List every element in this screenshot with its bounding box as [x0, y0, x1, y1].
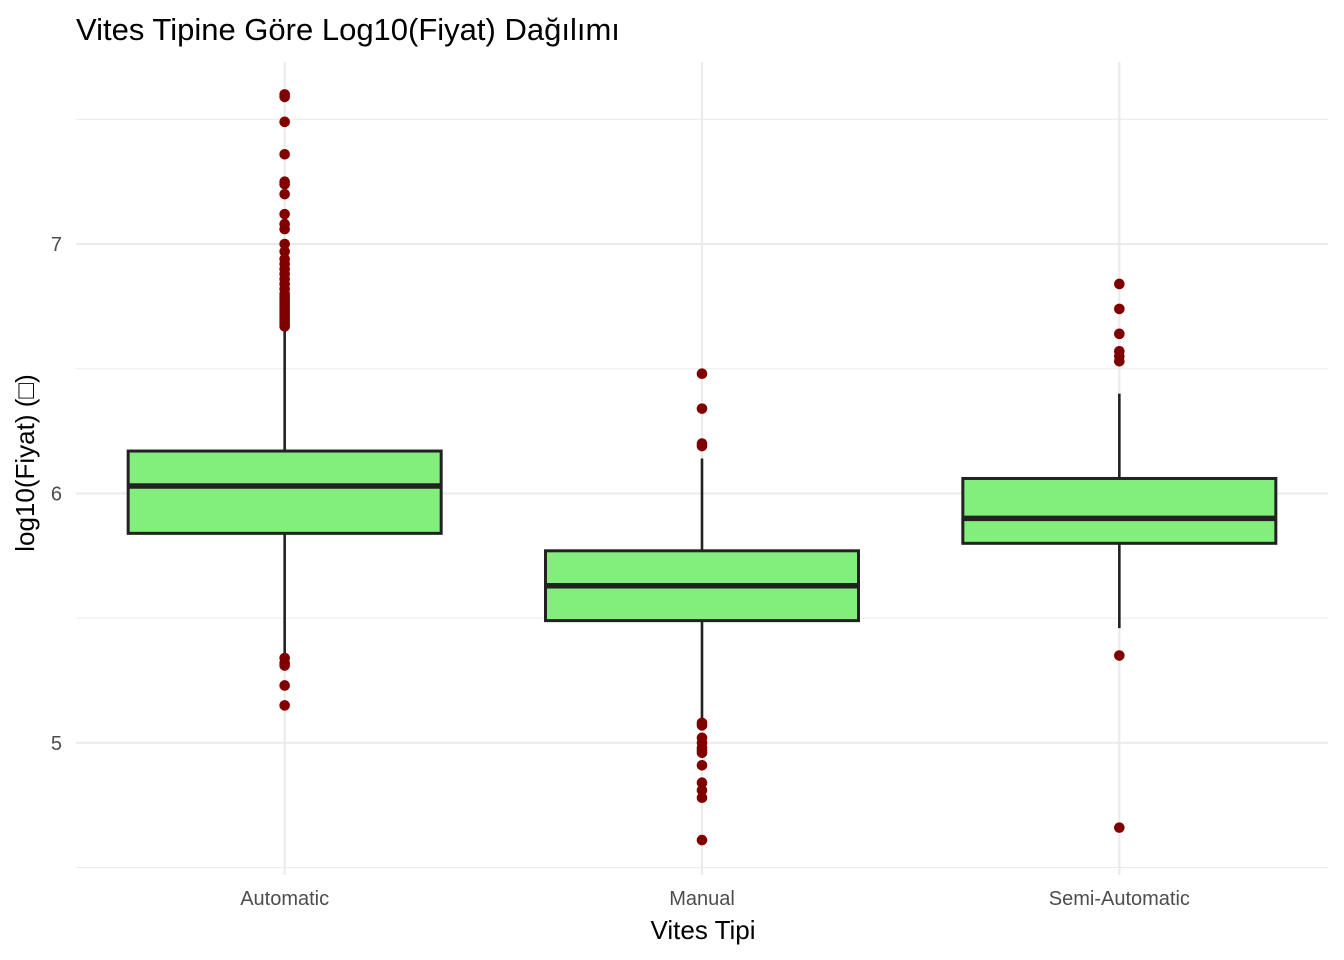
chart-title: Vites Tipine Göre Log10(Fiyat) Dağılımı — [76, 12, 620, 47]
y-axis-ticks: 5 6 7 — [51, 234, 62, 755]
outlier-point — [279, 148, 290, 160]
outlier-point — [1114, 650, 1125, 661]
y-tick-label: 5 — [51, 733, 62, 755]
x-axis-ticks: Automatic Manual Semi-Automatic — [240, 888, 1190, 910]
box-group — [544, 368, 860, 846]
outlier-point — [696, 368, 708, 380]
iqr-box — [126, 449, 443, 535]
x-axis-title: Vites Tipi — [650, 915, 755, 945]
outlier-point — [279, 223, 290, 235]
y-tick-label: 6 — [51, 483, 62, 505]
outlier-point — [696, 759, 708, 771]
outlier-point — [696, 440, 708, 452]
outlier-point — [696, 720, 708, 731]
outlier-point — [279, 116, 290, 128]
outlier-point — [279, 700, 290, 711]
outlier-point — [696, 403, 708, 414]
boxes — [126, 89, 1278, 846]
x-tick-label: Manual — [669, 888, 735, 910]
box-group — [961, 278, 1278, 833]
outlier-point — [1114, 303, 1125, 315]
outlier-point — [696, 784, 708, 796]
outlier-point — [696, 747, 708, 759]
outlier-point — [696, 777, 708, 789]
outlier-point — [279, 178, 290, 190]
outlier-point — [1114, 328, 1125, 340]
outlier-point — [279, 680, 290, 691]
y-tick-label: 7 — [51, 234, 62, 256]
outlier-point — [696, 792, 708, 803]
outlier-point — [1114, 822, 1125, 833]
y-axis-title: log10(Fiyat) (□) — [10, 374, 40, 552]
x-tick-label: Automatic — [240, 888, 329, 910]
iqr-box — [961, 476, 1278, 545]
outlier-point — [279, 238, 290, 250]
outlier-point — [279, 321, 290, 332]
outlier-point — [1114, 355, 1125, 367]
outlier-point — [1114, 278, 1125, 290]
outlier-point — [279, 188, 290, 200]
outlier-point — [279, 660, 290, 671]
outlier-point — [279, 246, 290, 257]
outlier-point — [696, 834, 708, 846]
x-tick-label: Semi-Automatic — [1049, 888, 1190, 910]
outlier-point — [279, 208, 290, 220]
box-group — [126, 89, 443, 711]
outlier-point — [279, 91, 290, 103]
